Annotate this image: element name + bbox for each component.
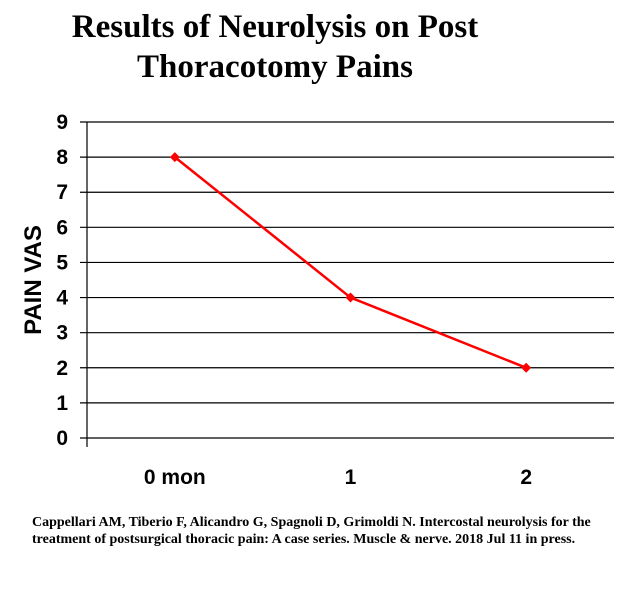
x-tick-label: 0 mon (144, 466, 206, 489)
y-tick-label: 8 (56, 146, 68, 169)
y-tick-label: 4 (56, 287, 68, 310)
y-tick-label: 7 (56, 181, 68, 204)
data-point-marker (169, 152, 180, 163)
y-tick-label: 1 (56, 392, 68, 415)
data-point-marker (521, 362, 532, 373)
y-tick-label: 3 (56, 322, 68, 345)
y-tick-label: 6 (56, 216, 68, 239)
chart-title-line-1: Results of Neurolysis on Post (71, 9, 479, 45)
x-tick-label: 1 (345, 466, 357, 489)
y-tick-label: 5 (56, 251, 68, 274)
x-tick-label: 2 (520, 466, 532, 489)
data-point-marker (345, 292, 356, 303)
y-tick-label: 9 (56, 111, 68, 134)
citation: Cappellari AM, Tiberio F, Alicandro G, S… (32, 515, 591, 547)
chart-title-line-2: Thoracotomy Pains (137, 49, 413, 85)
y-axis-label: PAIN VAS (20, 225, 47, 335)
y-tick-label: 0 (56, 427, 68, 450)
y-tick-label: 2 (56, 357, 68, 380)
